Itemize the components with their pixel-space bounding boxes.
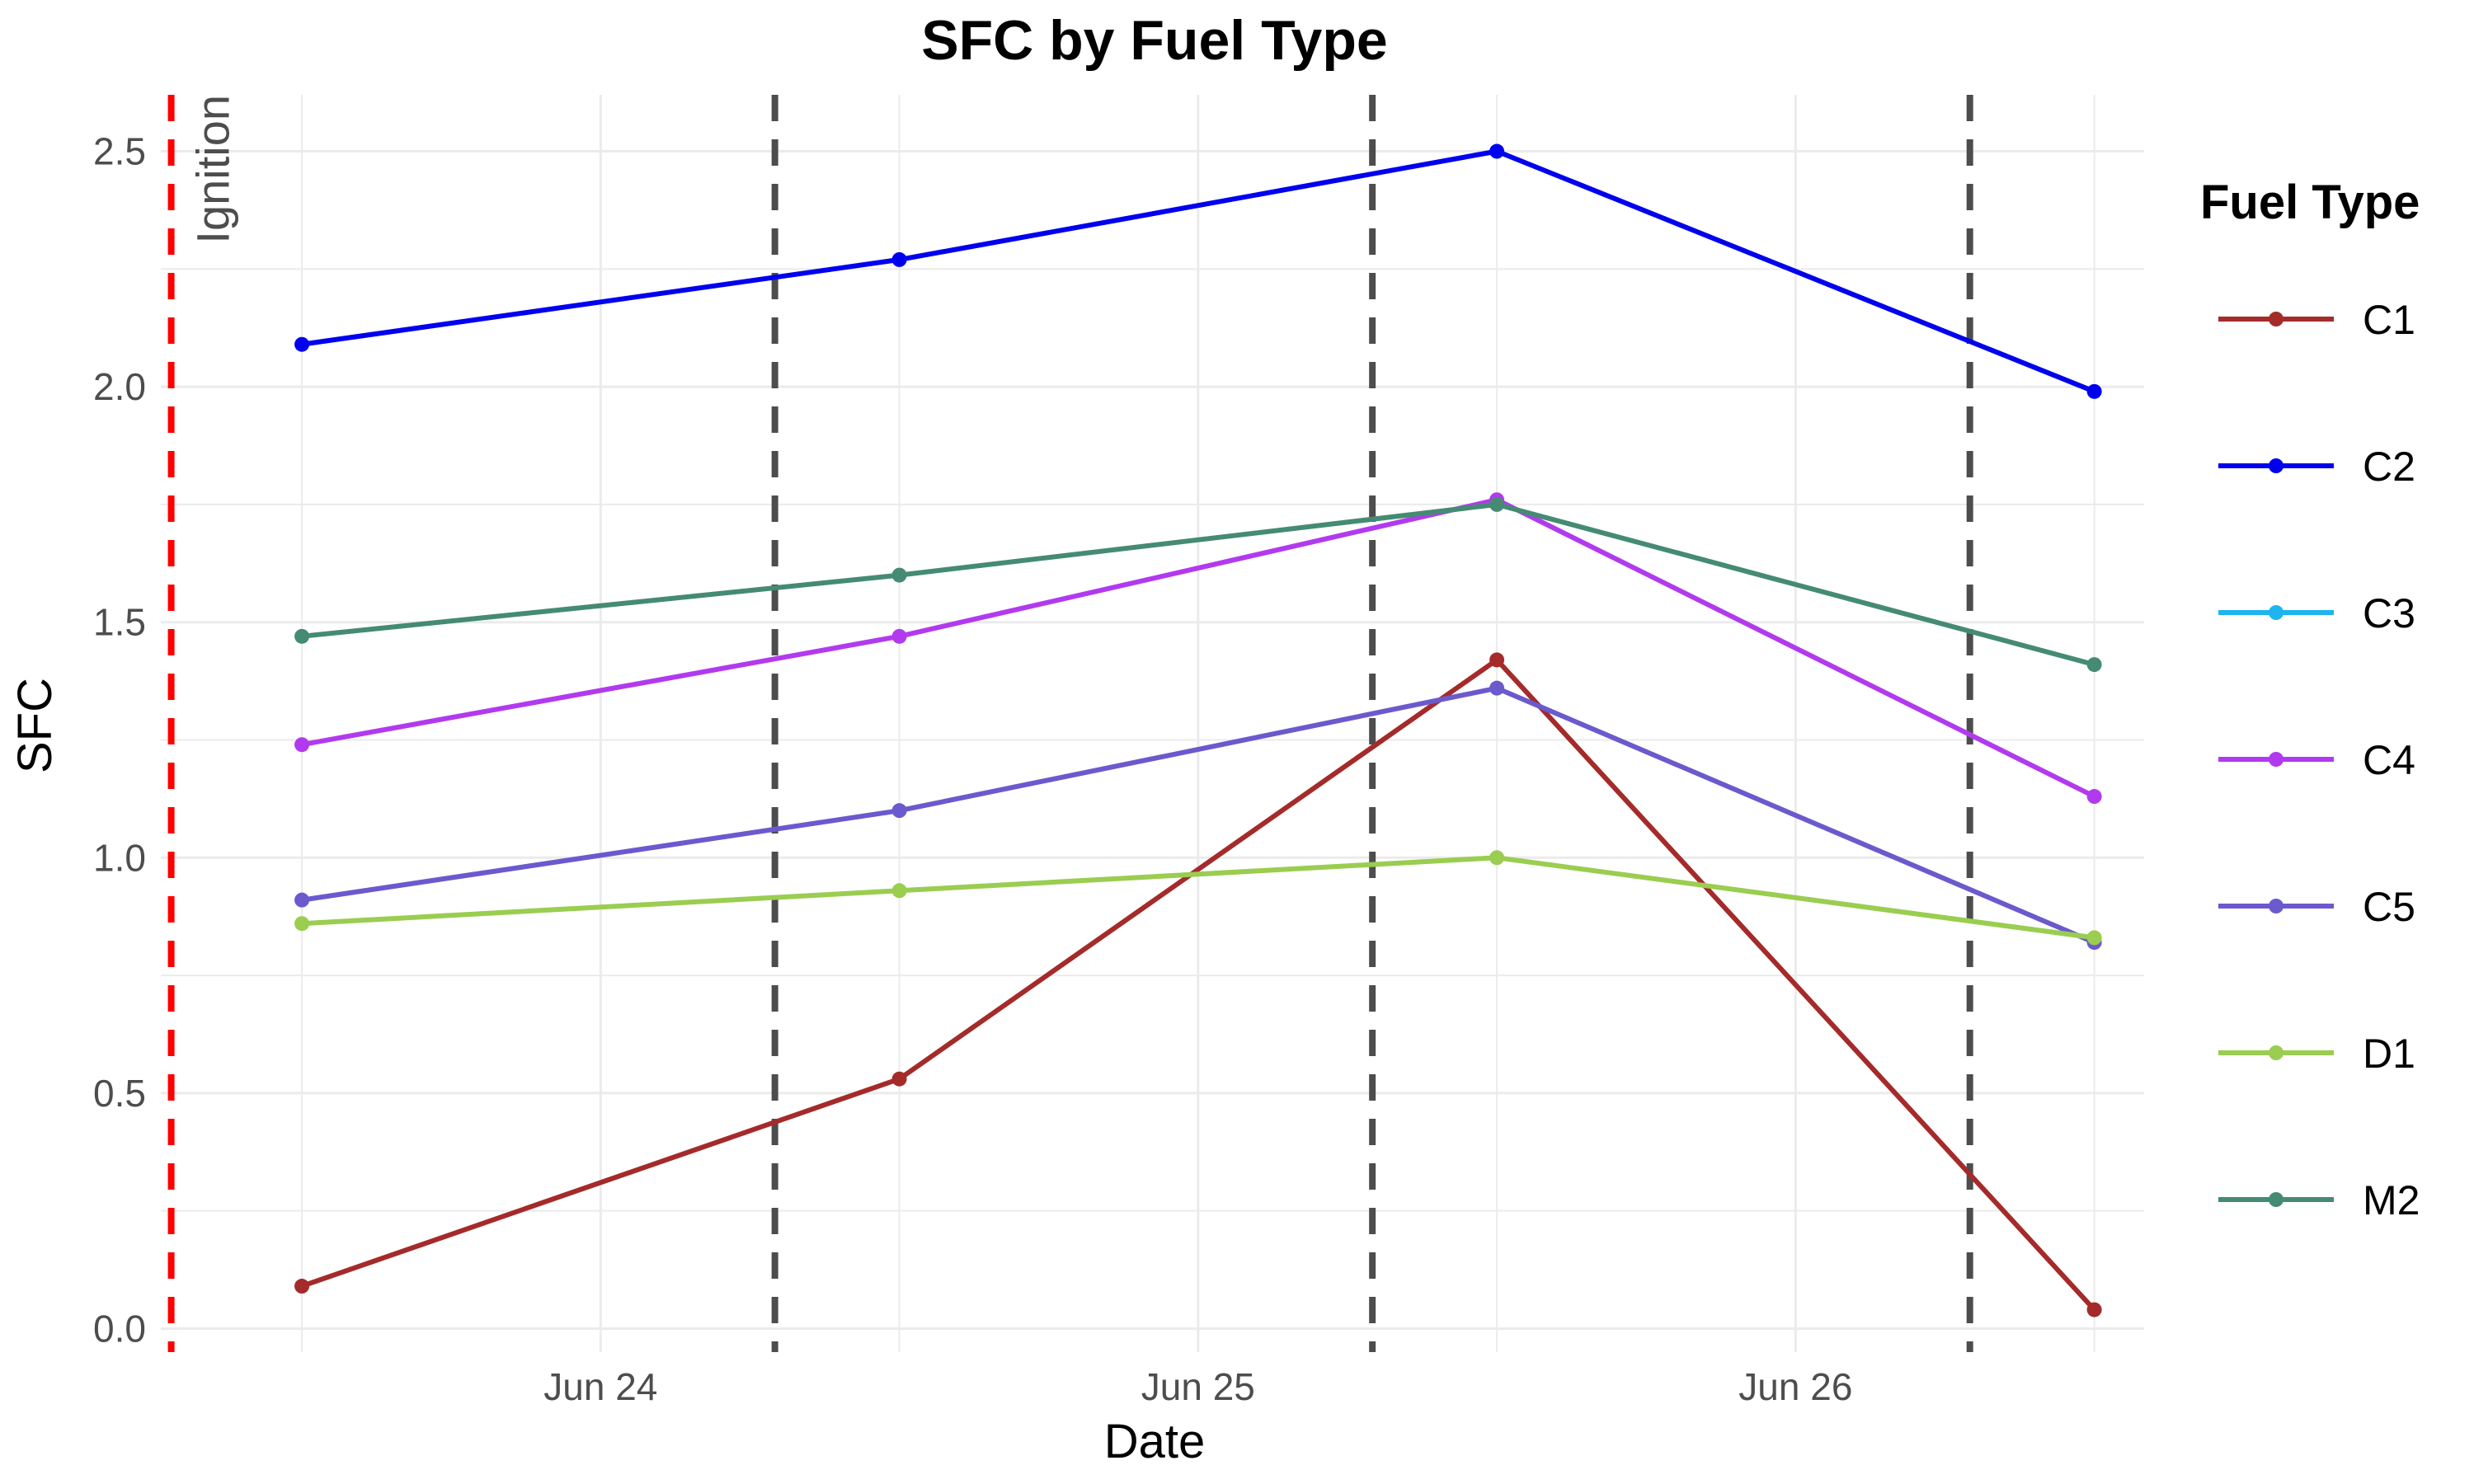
data-point bbox=[1489, 652, 1505, 668]
chart-title: SFC by Fuel Type bbox=[921, 9, 1387, 72]
legend-title: Fuel Type bbox=[2200, 176, 2420, 229]
data-point bbox=[1489, 143, 1505, 159]
y-tick-label: 2.0 bbox=[93, 365, 146, 408]
series-line bbox=[301, 685, 2095, 945]
data-point bbox=[294, 628, 310, 644]
y-tick-label: 1.5 bbox=[93, 601, 146, 644]
legend-label: M2 bbox=[2363, 1177, 2420, 1223]
ignition-label: Ignition bbox=[187, 95, 239, 244]
x-tick-label: Jun 25 bbox=[1141, 1365, 1255, 1408]
series-c4 bbox=[294, 492, 2102, 805]
y-tick-label: 1.0 bbox=[93, 836, 146, 879]
data-point bbox=[2086, 657, 2102, 673]
x-axis-title: Date bbox=[1104, 1415, 1206, 1468]
y-tick-label: 2.5 bbox=[93, 130, 146, 173]
data-point bbox=[891, 803, 907, 819]
legend-item-d1: D1 bbox=[2218, 1031, 2415, 1077]
legend-label: C1 bbox=[2363, 297, 2415, 343]
series-line bbox=[301, 501, 2095, 667]
legend-item-c2: C2 bbox=[2218, 444, 2415, 490]
legend-key-point bbox=[2269, 752, 2284, 767]
grid bbox=[161, 95, 2144, 1352]
data-point bbox=[2086, 789, 2102, 805]
x-tick-label: Jun 24 bbox=[543, 1365, 657, 1408]
data-point bbox=[294, 737, 310, 753]
reference-lines: Ignition bbox=[167, 95, 1973, 1352]
legend-key-point bbox=[2269, 1192, 2284, 1207]
series-line bbox=[301, 148, 2095, 394]
legend: Fuel Type C1 C2 C3 C4 C5 D1 M2 bbox=[2200, 176, 2420, 1223]
data-point bbox=[1489, 850, 1505, 866]
data-point bbox=[891, 251, 907, 267]
legend-item-m2: M2 bbox=[2218, 1177, 2420, 1223]
data-point bbox=[294, 916, 310, 932]
data-point bbox=[891, 567, 907, 583]
legend-label: C2 bbox=[2363, 444, 2415, 490]
data-point bbox=[2086, 930, 2102, 946]
data-point bbox=[294, 892, 310, 908]
series-c2 bbox=[294, 143, 2102, 399]
series-line bbox=[301, 855, 2095, 941]
y-tick-label: 0.0 bbox=[93, 1307, 146, 1350]
data-point bbox=[294, 1279, 310, 1294]
legend-label: C4 bbox=[2363, 737, 2415, 783]
legend-key-point bbox=[2269, 458, 2284, 473]
data-point bbox=[1489, 680, 1505, 696]
series-line bbox=[301, 497, 2095, 799]
data-point bbox=[294, 336, 310, 352]
legend-key-point bbox=[2269, 605, 2284, 620]
series-c1 bbox=[294, 652, 2102, 1317]
y-tick-label: 0.5 bbox=[93, 1072, 146, 1115]
legend-label: C5 bbox=[2363, 884, 2415, 930]
legend-label: C3 bbox=[2363, 590, 2415, 636]
data-point bbox=[891, 628, 907, 644]
legend-key-point bbox=[2269, 312, 2284, 326]
x-axis-ticks: Jun 24 Jun 25 Jun 26 bbox=[543, 1365, 1852, 1408]
legend-item-c1: C1 bbox=[2218, 297, 2415, 343]
data-point bbox=[2086, 383, 2102, 399]
data-point bbox=[1489, 496, 1505, 512]
legend-key-point bbox=[2269, 899, 2284, 913]
y-axis-ticks: 0.0 0.5 1.0 1.5 2.0 2.5 bbox=[93, 130, 146, 1350]
x-tick-label: Jun 26 bbox=[1738, 1365, 1852, 1408]
data-point bbox=[2086, 1302, 2102, 1317]
y-axis-title: SFC bbox=[8, 678, 62, 773]
series-lines bbox=[294, 143, 2102, 1317]
legend-key-point bbox=[2269, 1045, 2284, 1060]
legend-item-c3: C3 bbox=[2218, 590, 2415, 636]
series-m2 bbox=[294, 496, 2102, 673]
series-d1 bbox=[294, 850, 2102, 946]
data-point bbox=[891, 883, 907, 899]
legend-label: D1 bbox=[2363, 1031, 2415, 1077]
legend-item-c4: C4 bbox=[2218, 737, 2415, 783]
legend-item-c5: C5 bbox=[2218, 884, 2415, 930]
series-line bbox=[301, 657, 2096, 1312]
data-point bbox=[891, 1071, 907, 1087]
